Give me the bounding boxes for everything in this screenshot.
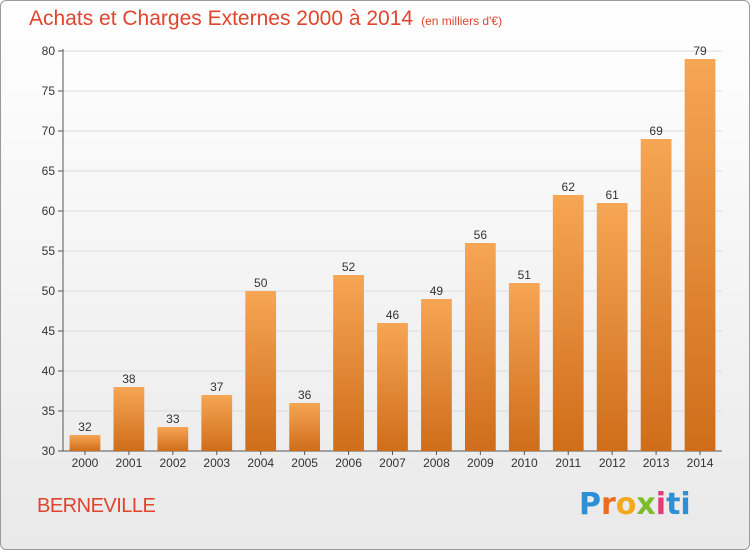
- bar-2001: [113, 387, 145, 451]
- x-tick-label: 2007: [379, 456, 406, 470]
- y-tick-label: 60: [42, 204, 56, 218]
- bar-2011: [552, 195, 584, 451]
- data-label-2003: 37: [210, 380, 224, 394]
- bars: [69, 59, 716, 451]
- data-label-2008: 49: [430, 284, 444, 298]
- x-tick-label: 2008: [423, 456, 450, 470]
- logo-letter: ti: [666, 487, 691, 522]
- data-label-2009: 56: [474, 228, 488, 242]
- chart-unit: (en milliers d'€): [421, 14, 503, 28]
- data-labels: 32 38 33 37 50 36 52 46 49 56 51 62 61 69 79: [78, 44, 707, 434]
- logo-letter: P: [579, 487, 601, 522]
- data-label-2000: 32: [78, 420, 92, 434]
- y-tick-label: 55: [42, 244, 56, 258]
- data-label-2007: 46: [386, 308, 400, 322]
- logo-letter: x: [636, 487, 656, 522]
- bar-2010: [508, 283, 540, 451]
- y-tick-label: 35: [42, 404, 56, 418]
- data-label-2001: 38: [122, 372, 136, 386]
- x-tick-label: 2011: [555, 456, 581, 470]
- x-tick-label: 2006: [335, 456, 362, 470]
- x-tick-label: 2001: [116, 456, 143, 470]
- x-tick-label: 2013: [643, 456, 670, 470]
- data-label-2010: 51: [518, 268, 532, 282]
- y-tick-label: 50: [42, 284, 56, 298]
- chart-title-text: Achats et Charges Externes 2000 à 2014: [29, 7, 414, 30]
- chart-title: Achats et Charges Externes 2000 à 2014 (e…: [29, 7, 502, 31]
- bar-2002: [157, 427, 189, 451]
- bar-2014: [684, 59, 716, 451]
- logo-letter: o: [615, 487, 637, 522]
- data-label-2002: 33: [166, 412, 180, 426]
- bar-2012: [596, 203, 628, 451]
- x-tick-label: 2012: [599, 456, 626, 470]
- data-label-2006: 52: [342, 260, 356, 274]
- x-tick-label: 2014: [687, 456, 714, 470]
- proxiti-logo: Proxiti: [579, 487, 691, 522]
- data-label-2014: 79: [693, 44, 707, 58]
- bar-2004: [245, 291, 277, 451]
- data-label-2013: 69: [649, 124, 663, 138]
- x-tick-label: 2010: [511, 456, 538, 470]
- logo-letter: r: [601, 487, 616, 522]
- x-tick-label: 2003: [203, 456, 230, 470]
- bar-2009: [464, 243, 496, 451]
- bar-2000: [69, 435, 101, 451]
- y-tick-label: 80: [42, 44, 56, 58]
- commune-name: BERNEVILLE: [37, 495, 156, 517]
- y-tick-label: 70: [42, 124, 56, 138]
- y-tick-label: 65: [42, 164, 56, 178]
- bar-2013: [640, 139, 672, 451]
- y-tick-label: 45: [42, 324, 56, 338]
- y-tick-label: 30: [42, 444, 56, 458]
- logo-letter: i: [655, 487, 667, 522]
- data-label-2004: 50: [254, 276, 268, 290]
- x-tick-label: 2009: [467, 456, 494, 470]
- data-label-2012: 61: [605, 188, 619, 202]
- x-tick-label: 2002: [159, 456, 186, 470]
- x-tick-label: 2004: [247, 456, 274, 470]
- data-label-2005: 36: [298, 388, 312, 402]
- x-tick-label: 2005: [291, 456, 318, 470]
- x-tick-label: 2000: [72, 456, 99, 470]
- bar-2007: [377, 323, 408, 451]
- bar-2006: [333, 275, 364, 451]
- data-label-2011: 62: [562, 180, 576, 194]
- y-tick-label: 75: [42, 84, 56, 98]
- bar-2003: [201, 395, 233, 451]
- y-tick-label: 40: [42, 364, 56, 378]
- bar-2008: [421, 299, 452, 451]
- bar-2005: [289, 403, 321, 451]
